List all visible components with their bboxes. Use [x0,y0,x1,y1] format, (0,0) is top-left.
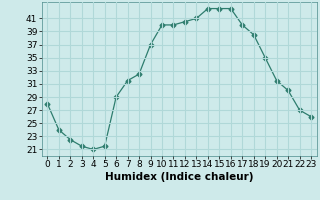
X-axis label: Humidex (Indice chaleur): Humidex (Indice chaleur) [105,172,253,182]
